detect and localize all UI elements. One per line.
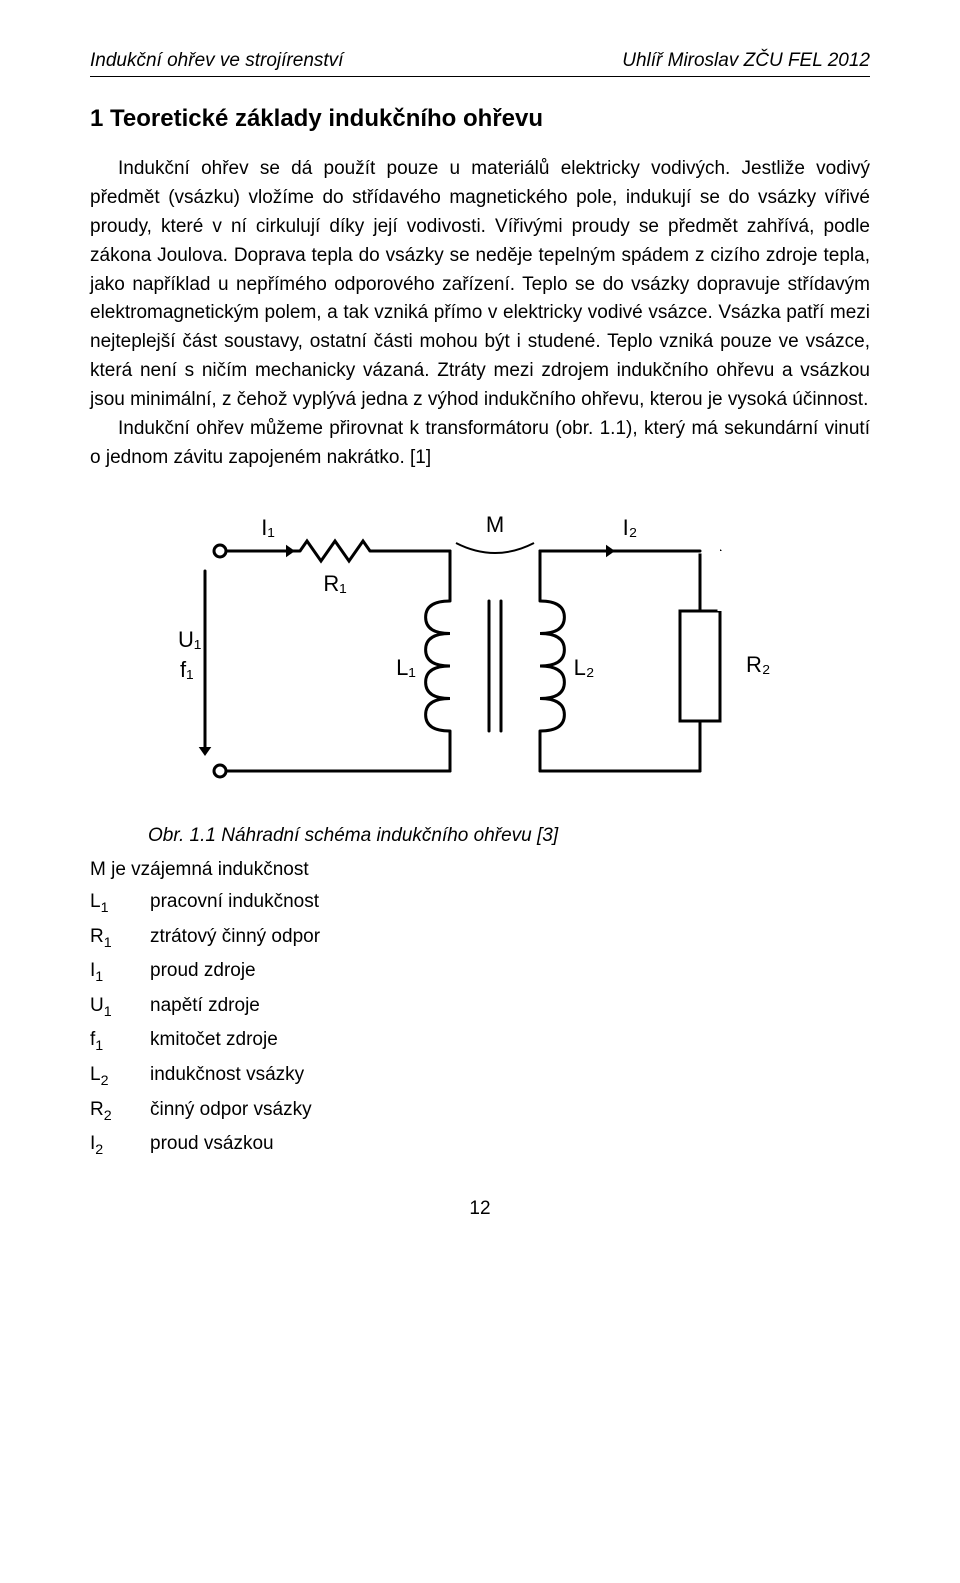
figure-caption: Obr. 1.1 Náhradní schéma indukčního ohře…: [120, 825, 870, 847]
legend-row: f1kmitočet zdroje: [90, 1025, 870, 1058]
svg-text:R₁: R₁: [323, 570, 346, 595]
legend-symbol: I1: [90, 956, 150, 989]
legend-symbol: R2: [90, 1095, 150, 1128]
paragraph-1: Indukční ohřev se dá použít pouze u mate…: [90, 155, 870, 415]
legend-row: L1pracovní indukčnost: [90, 887, 870, 920]
legend-description: činný odpor vsázky: [150, 1095, 870, 1128]
svg-text:I₁: I₁: [261, 514, 275, 539]
svg-text:U₁: U₁: [178, 626, 201, 651]
svg-text:M: M: [486, 511, 504, 536]
legend-intro: M je vzájemná indukčnost: [90, 855, 309, 885]
svg-text:f₁: f₁: [180, 656, 194, 681]
legend-description: ztrátový činný odpor: [150, 922, 870, 955]
legend-row: L2indukčnost vsázky: [90, 1060, 870, 1093]
legend-symbol: L1: [90, 887, 150, 920]
legend-symbol: U1: [90, 991, 150, 1024]
section-heading: 1 Teoretické základy indukčního ohřevu: [90, 105, 870, 133]
legend-row: R1ztrátový činný odpor: [90, 922, 870, 955]
svg-text:I₂: I₂: [623, 514, 638, 539]
legend-row: U1napětí zdroje: [90, 991, 870, 1024]
legend-description: indukčnost vsázky: [150, 1060, 870, 1093]
svg-text:L₂: L₂: [574, 654, 595, 679]
legend-row: I2proud vsázkou: [90, 1129, 870, 1162]
paragraph-2: Indukční ohřev můžeme přirovnat k transf…: [90, 415, 870, 473]
legend-description: napětí zdroje: [150, 991, 870, 1024]
legend-row: R2činný odpor vsázky: [90, 1095, 870, 1128]
circuit-diagram: I₁ U₁ f₁ R₁ L₁ M I₂ L₂ R₂: [160, 491, 800, 811]
page: Indukční ohřev ve strojírenství Uhlíř Mi…: [0, 0, 960, 1260]
legend-description: proud vsázkou: [150, 1129, 870, 1162]
page-header: Indukční ohřev ve strojírenství Uhlíř Mi…: [90, 50, 870, 77]
legend-intro-row: M je vzájemná indukčnost: [90, 855, 870, 885]
legend-symbol: f1: [90, 1025, 150, 1058]
legend-symbol: I2: [90, 1129, 150, 1162]
legend-description: kmitočet zdroje: [150, 1025, 870, 1058]
svg-text:L₁: L₁: [396, 654, 416, 679]
legend-row: I1proud zdroje: [90, 956, 870, 989]
header-left: Indukční ohřev ve strojírenství: [90, 50, 343, 72]
circuit-figure: I₁ U₁ f₁ R₁ L₁ M I₂ L₂ R₂: [160, 491, 800, 811]
body-text: Indukční ohřev se dá použít pouze u mate…: [90, 155, 870, 473]
legend-description: proud zdroje: [150, 956, 870, 989]
legend-symbol: L2: [90, 1060, 150, 1093]
svg-text:R₂: R₂: [746, 651, 770, 676]
legend: M je vzájemná indukčnost L1pracovní indu…: [90, 855, 870, 1162]
page-number: 12: [90, 1198, 870, 1220]
header-right: Uhlíř Miroslav ZČU FEL 2012: [622, 50, 870, 72]
legend-symbol: R1: [90, 922, 150, 955]
legend-description: pracovní indukčnost: [150, 887, 870, 920]
